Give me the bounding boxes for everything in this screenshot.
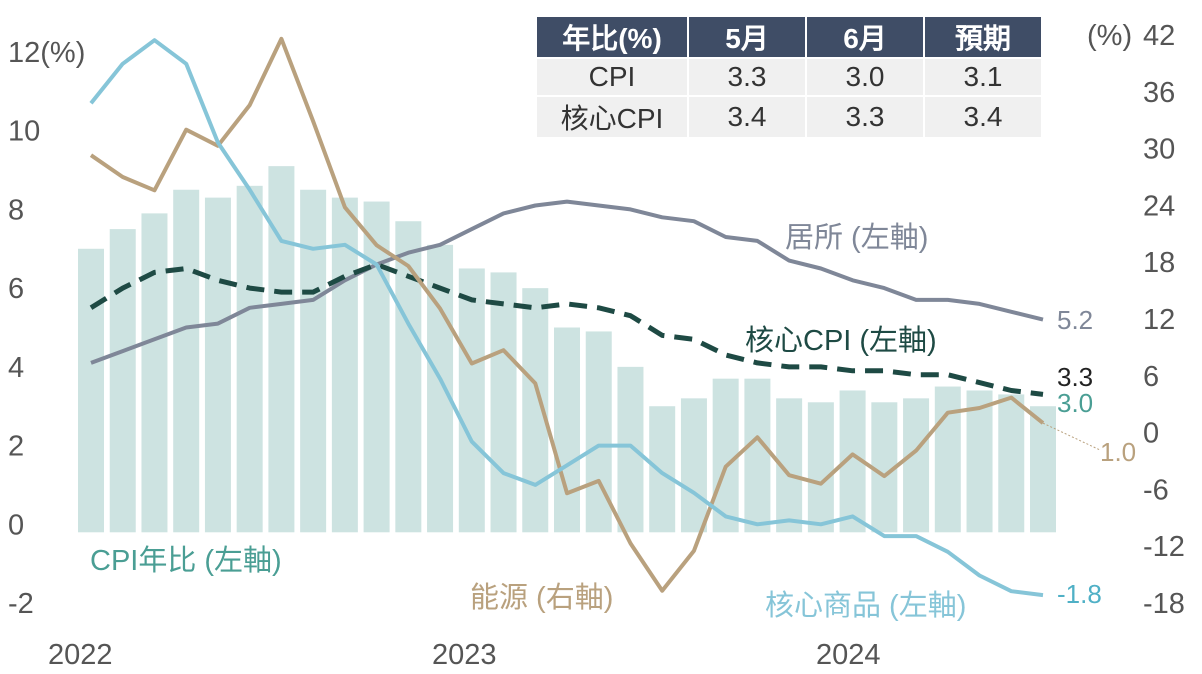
cpi-bar (109, 229, 136, 533)
energy-line (89, 36, 1045, 593)
cpi-bar (300, 189, 327, 533)
cpi-bar (458, 268, 485, 533)
energy-end-label: 1.0 (1100, 437, 1136, 467)
shelter-line (90, 199, 1044, 365)
right-axis-tick: -6 (1143, 474, 1169, 506)
table-row: CPI 3.3 3.0 3.1 (537, 59, 1041, 95)
x-axis-tick: 2024 (816, 639, 881, 671)
left-axis-tick: 0 (8, 509, 24, 541)
cpi-bar (1030, 406, 1056, 533)
table-cell: CPI (537, 59, 687, 95)
right-axis-tick: 0 (1143, 418, 1159, 450)
cpi-series-label: CPI年比 (左軸) (90, 544, 282, 577)
table-cell: 3.4 (925, 97, 1041, 137)
cpi-bar (204, 197, 231, 533)
cpi-bar (490, 272, 517, 533)
core-cpi-end-label: 3.3 (1057, 362, 1093, 392)
left-axis-tick: 12(%) (8, 37, 85, 69)
core-cpi-series-label: 核心CPI (左軸) (745, 324, 937, 357)
cpi-bar (649, 406, 676, 533)
shelter-end-label: 5.2 (1057, 305, 1093, 335)
cpi-bar (966, 390, 993, 533)
table-header: 5月 (689, 17, 805, 57)
right-axis-tick: 12 (1143, 304, 1175, 336)
table-row: 核心CPI 3.4 3.3 3.4 (537, 97, 1041, 137)
table-header: 年比(%) (537, 17, 687, 57)
right-axis-tick: -12 (1143, 531, 1185, 563)
cpi-bar (78, 248, 104, 533)
left-axis-tick: 8 (8, 194, 24, 226)
x-axis-tick: 2023 (432, 639, 497, 671)
right-axis-tick: 42 (1143, 20, 1175, 52)
inflation-table: 年比(%) 5月 6月 預期 CPI 3.3 3.0 3.1 核心CPI 3.4… (535, 15, 1043, 139)
x-axis-tick: 2022 (48, 639, 113, 671)
right-axis-tick: 30 (1143, 134, 1175, 166)
left-axis-tick: 6 (8, 273, 24, 305)
cpi-bar (268, 166, 295, 533)
right-axis-tick: -18 (1143, 588, 1185, 620)
right-axis-tick: 18 (1143, 247, 1175, 279)
cpi-bar (141, 213, 168, 533)
table-header: 預期 (925, 17, 1041, 57)
left-axis-tick: 4 (8, 352, 24, 384)
cpi-bar (712, 378, 739, 533)
table-cell: 3.3 (807, 97, 923, 137)
cpi-bar (363, 201, 390, 533)
cpi-end-label: 3.0 (1057, 388, 1093, 418)
cpi-bar (680, 398, 707, 533)
table-header-row: 年比(%) 5月 6月 預期 (537, 17, 1041, 57)
core-goods-series-label: 核心商品 (左軸) (765, 589, 966, 622)
table-cell: 3.0 (807, 59, 923, 95)
cpi-bar (903, 398, 930, 533)
cpi-bar (395, 221, 422, 533)
left-axis-tick: 10 (8, 116, 40, 148)
cpi-bar (236, 185, 263, 533)
energy-leader-line (1042, 422, 1101, 451)
table-cell: 核心CPI (537, 97, 687, 137)
table-cell: 3.4 (689, 97, 805, 137)
cpi-bar (617, 366, 644, 533)
right-axis-unit: (%) (1087, 20, 1132, 52)
cpi-bar (807, 402, 834, 533)
shelter-series-label: 居所 (左軸) (785, 221, 928, 254)
right-axis-tick: 36 (1143, 77, 1175, 109)
left-axis-tick: -2 (8, 588, 34, 620)
core-goods-end-label: -1.8 (1057, 579, 1102, 609)
cpi-bar (554, 327, 580, 533)
cpi-bar (331, 197, 358, 533)
table-cell: 3.3 (689, 59, 805, 95)
cpi-bar (173, 189, 200, 533)
energy-series-label: 能源 (右軸) (470, 581, 613, 614)
right-axis-tick: 24 (1143, 190, 1175, 222)
cpi-bar (998, 394, 1025, 533)
cpi-bar (934, 386, 961, 533)
table-cell: 3.1 (925, 59, 1041, 95)
left-axis-tick: 2 (8, 431, 24, 463)
core-cpi-line (89, 262, 1044, 397)
right-axis-tick: 6 (1143, 361, 1159, 393)
cpi-bar (744, 378, 771, 533)
table-header: 6月 (807, 17, 923, 57)
core-goods-line (89, 38, 1044, 598)
